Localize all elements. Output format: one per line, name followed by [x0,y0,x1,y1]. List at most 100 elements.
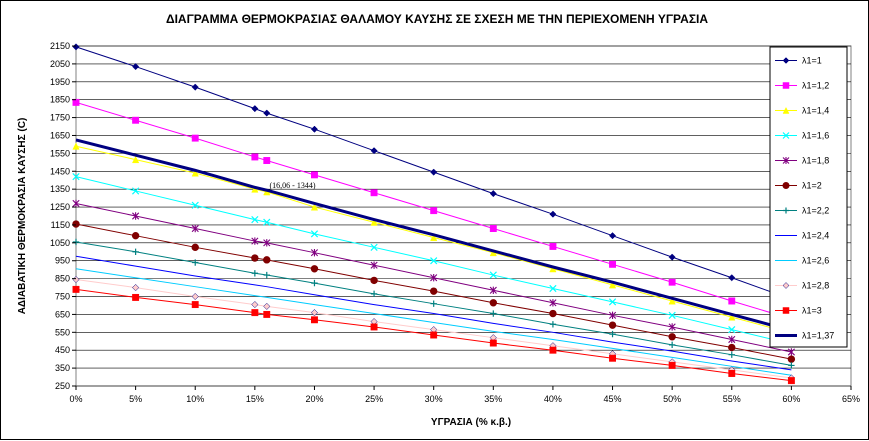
x-tick-label: 60% [782,394,800,404]
data-point [489,271,497,279]
x-axis: 0% 5% 10% 15% 20% 25% 30% 35% 40% 45% 50% 55% 60% 65% [69,386,860,404]
annotations: (16,06 - 1344) [269,181,315,190]
data-point [191,224,199,233]
data-point [251,254,259,262]
legend-entry: λ1=3 [775,306,822,316]
data-point [132,63,140,71]
series-7 [75,255,792,371]
y-tick-label: 1450 [50,166,70,176]
data-point [728,351,735,358]
data-point [668,253,676,261]
legend-entry: λ1=1,8 [775,156,829,166]
data-point [490,310,497,317]
series-2 [72,142,795,337]
data-point [370,323,378,331]
data-point [728,343,736,352]
x-tick-label: 50% [663,394,681,404]
series-line [75,241,792,366]
data-point [370,189,378,197]
data-point [782,106,790,114]
series-6 [72,238,795,369]
y-tick-label: 1350 [50,184,70,194]
data-point [132,248,139,255]
data-point [787,377,795,385]
legend-entry: λ1=1,2 [775,81,829,91]
y-tick-label: 1050 [50,238,70,248]
legend-label: λ1=2,6 [802,256,829,266]
data-point [310,309,319,317]
data-point [549,299,557,307]
data-point [310,203,319,211]
data-point [370,218,378,226]
data-point [251,215,259,224]
series-line [75,101,792,320]
x-tick-label: 30% [425,394,443,404]
data-point [430,233,438,241]
data-point [251,237,259,245]
data-point [370,261,378,269]
data-point [609,260,616,268]
data-point [72,173,80,181]
data-point [668,311,676,319]
legend-label: λ1=1,4 [802,106,829,116]
data-point [191,134,199,142]
data-point [608,232,617,240]
data-point [192,259,199,266]
y-tick-label: 1250 [50,202,70,212]
data-point [608,298,617,306]
x-tick-label: 45% [604,394,622,404]
data-point [251,153,259,161]
y-tick-label: 1750 [50,113,70,123]
y-tick-label: 1650 [50,130,70,140]
data-point [489,286,497,294]
data-point [787,348,795,356]
data-point [263,218,271,226]
data-point [549,242,557,250]
series-line [75,138,792,332]
data-point [370,276,378,285]
data-point [370,147,378,155]
data-point [263,310,271,318]
series-line [75,288,792,382]
data-point [191,201,199,209]
data-point [191,169,199,177]
y-axis-title: ΑΔΙΑΒΑΤΙΚΗ ΘΕΡΜΟΚΡΑΣΙΑ ΚΑΥΣΗΣ (C) [17,118,28,315]
y-tick-label: 650 [55,309,70,319]
data-point [728,326,736,334]
data-point [251,270,259,277]
plot-area [75,45,852,387]
y-tick-label: 250 [55,381,70,391]
x-tick-label: 0% [69,394,82,404]
data-point [72,98,80,106]
legend-box [769,46,848,348]
data-point [782,282,790,289]
data-point [728,274,736,282]
data-point [132,212,140,220]
series-layer [72,43,796,385]
legend-entry: λ1=2 [775,181,822,191]
y-tick-label: 350 [55,363,70,373]
data-point [370,243,378,251]
x-tick-label: 10% [186,394,204,404]
data-point [132,284,140,292]
data-point [668,333,676,341]
y-tick-label: 750 [55,292,70,302]
legend-entry: λ1=1,37 [775,331,834,341]
data-point [782,82,790,89]
data-point [263,157,271,164]
series-line [75,46,792,300]
data-point [311,279,318,287]
y-axis: 250 350 450 550 650 750 850 950 1050 1150 1250 1350… [50,41,76,391]
chart-title: ΔΙΑΓΡΑΜΜΑ ΘΕΡΜΟΚΡΑΣΙΑΣ ΘΑΛΑΜΟΥ ΚΑΥΣΗΣ ΣΕ… [166,12,708,26]
data-point [430,168,438,176]
data-point [668,341,676,349]
data-point [132,116,140,124]
x-tick-label: 55% [723,394,741,404]
data-point [429,287,438,295]
legend-entry: λ1=2,2 [775,206,829,216]
data-point [549,346,557,354]
data-point [430,257,438,265]
data-point [787,355,796,363]
data-point [782,57,790,64]
y-tick-label: 2150 [50,41,70,51]
